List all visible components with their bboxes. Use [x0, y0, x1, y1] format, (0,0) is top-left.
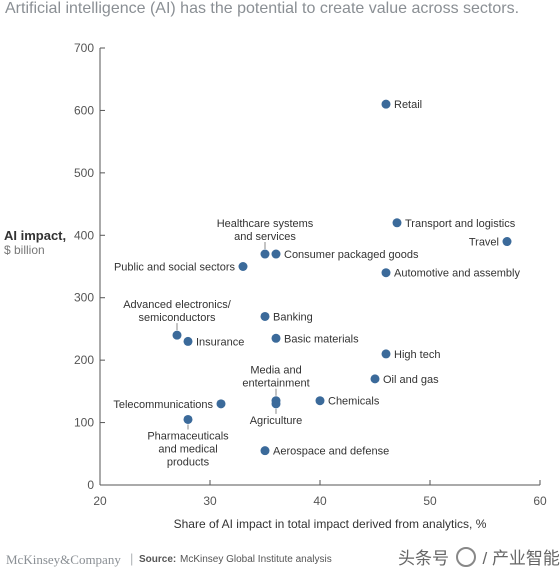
data-point: [315, 396, 325, 406]
watermark-right: 产业智能官: [491, 549, 560, 568]
point-label: Media and entertainment: [242, 365, 309, 390]
data-point: [238, 262, 248, 271]
point-label-line: Advanced electronics/: [123, 299, 232, 311]
point-label-line: Automotive and assembly: [394, 268, 520, 280]
point-label: Telecommunications: [113, 399, 213, 411]
y-tick-label: 700: [74, 41, 94, 55]
point-label: Retail: [394, 99, 422, 111]
point-label: Chemicals: [328, 396, 380, 408]
point-label: Oil and gas: [383, 374, 439, 386]
data-point: [260, 249, 270, 259]
point-label: Travel: [469, 237, 499, 249]
point-label: Aerospace and defense: [273, 446, 389, 458]
y-axis-label: AI impact,: [4, 228, 66, 243]
tick-labels: 0 100 200 300 400 500 600 700 20 30 40 50 60: [74, 41, 547, 508]
watermark: 头条号 / 产业智能官: [398, 544, 560, 569]
point-label-line: Aerospace and defense: [273, 446, 389, 458]
point-label: Advanced electronics/semiconductors: [123, 299, 232, 324]
point-label: Banking: [273, 311, 313, 323]
brand-logo: McKinsey&Company: [6, 552, 121, 567]
data-point: [381, 268, 391, 278]
point-label: High tech: [394, 349, 440, 361]
data-point: [260, 446, 270, 456]
data-point: [370, 374, 380, 384]
data-point: [183, 414, 193, 424]
point-label-line: entertainment: [242, 378, 309, 390]
point-label: Transport and logistics: [405, 218, 516, 230]
data-point: [271, 249, 281, 259]
point-labels: Retail Transport and logistics Travel Healt…: [113, 99, 520, 468]
point-label-line: Retail: [394, 99, 422, 111]
x-tick-label: 50: [423, 494, 437, 508]
point-label-line: Banking: [273, 311, 313, 323]
watermark-left: 头条号: [398, 549, 449, 568]
watermark-separator: /: [482, 549, 488, 568]
point-label-line: products: [167, 456, 210, 468]
point-label: Pharmaceuticals and medical products: [147, 430, 229, 468]
point-label-line: Chemicals: [328, 396, 380, 408]
footer-separator: |: [130, 551, 134, 566]
point-label-line: Healthcare systems: [217, 218, 314, 230]
point-label-line: Transport and logistics: [405, 218, 516, 230]
y-tick-label: 500: [74, 166, 94, 180]
y-tick-label: 400: [74, 228, 94, 242]
axis-titles: Share of AI impact in total impact deriv…: [4, 228, 487, 531]
point-label-line: and services: [234, 231, 296, 243]
data-point: [271, 399, 281, 409]
x-tick-label: 40: [313, 494, 327, 508]
y-tick-label: 300: [74, 291, 94, 305]
x-tick-label: 30: [203, 494, 217, 508]
source-text: McKinsey Global Institute analysis: [180, 554, 332, 565]
y-tick-label: 600: [74, 103, 94, 117]
point-label: Public and social sectors: [114, 262, 236, 274]
point-label-line: Oil and gas: [383, 374, 439, 386]
y-tick-label: 200: [74, 353, 94, 367]
data-point: [172, 330, 182, 340]
point-label-line: semiconductors: [138, 312, 216, 324]
point-label-line: Consumer packaged goods: [284, 249, 419, 261]
point-label-line: and medical: [158, 443, 217, 455]
x-tick-label: 60: [533, 494, 547, 508]
point-label-line: Basic materials: [284, 333, 359, 345]
x-axis-label: Share of AI impact in total impact deriv…: [174, 517, 487, 531]
data-point: [392, 218, 402, 228]
point-label-line: Insurance: [196, 336, 244, 348]
point-label-line: Media and: [250, 365, 301, 377]
point-label-line: Pharmaceuticals: [147, 430, 229, 442]
point-label-line: High tech: [394, 349, 440, 361]
point-label-line: Telecommunications: [113, 399, 213, 411]
y-tick-label: 0: [87, 478, 94, 492]
chart-title: Artificial intelligence (AI) has the pot…: [5, 0, 520, 17]
axes: [99, 47, 541, 486]
data-point: [381, 99, 391, 109]
x-tick-label: 20: [93, 494, 107, 508]
data-point: [271, 333, 281, 343]
data-point: [381, 349, 391, 359]
point-label: Insurance: [196, 336, 244, 348]
data-points: [172, 99, 512, 456]
data-point: [260, 311, 270, 321]
point-label: Healthcare systems and services: [217, 218, 314, 243]
data-point: [502, 237, 512, 247]
point-label: Consumer packaged goods: [284, 249, 419, 261]
source-label: Source:: [139, 554, 177, 565]
data-point: [183, 336, 193, 346]
data-point: [216, 399, 226, 409]
y-axis-unit: $ billion: [4, 243, 45, 257]
point-label-line: Public and social sectors: [114, 262, 236, 274]
point-label: Automotive and assembly: [394, 268, 520, 280]
point-label: Basic materials: [284, 333, 359, 345]
point-label: Agriculture: [250, 415, 303, 427]
scatter-chart: 0 100 200 300 400 500 600 700 20 30 40 50 60 Retail T…: [4, 41, 547, 531]
point-label-line: Agriculture: [250, 415, 303, 427]
y-tick-label: 100: [74, 416, 94, 430]
watermark-logo-icon: [455, 547, 476, 567]
point-label-line: Travel: [469, 237, 499, 249]
